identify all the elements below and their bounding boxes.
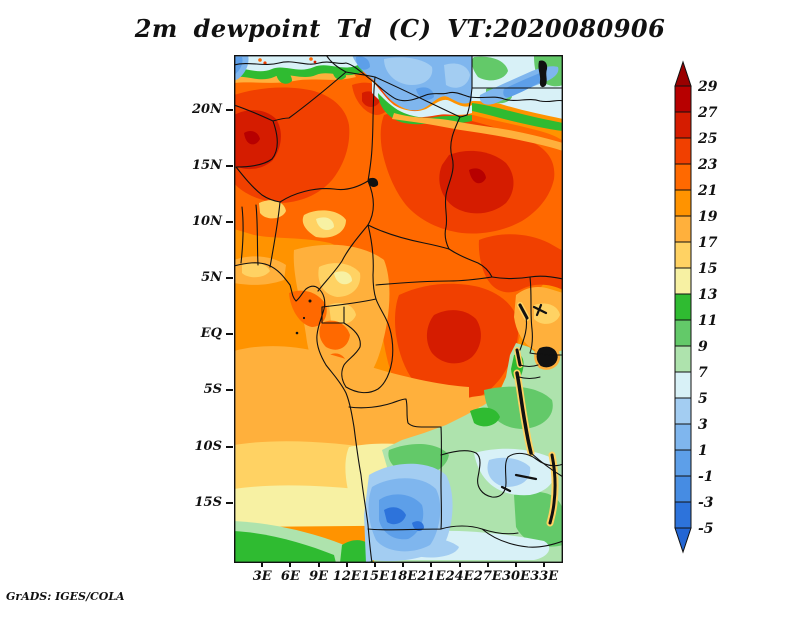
lon-tick-mark: [317, 563, 320, 567]
lat-tick-mark: [226, 445, 233, 448]
country-borders: [234, 55, 563, 563]
lat-tick-label: 15S: [194, 494, 222, 510]
lon-tick-label: 33E: [530, 569, 559, 584]
colorbar-label: 3: [698, 417, 708, 433]
map-frame: [234, 55, 563, 563]
colorbar-arrow-bottom: [674, 527, 692, 554]
lat-tick-mark: [226, 165, 233, 168]
colorbar-segment: [674, 137, 692, 165]
colorbar-label: -1: [698, 469, 714, 485]
nile-river: [538, 60, 548, 88]
colorbar-label: 21: [697, 183, 717, 199]
lake-chad: [368, 177, 379, 187]
lat-tick-mark: [226, 277, 233, 280]
colorbar-label: 23: [697, 157, 718, 173]
colorbar-label: -3: [698, 495, 714, 511]
filled-contours: [234, 55, 563, 563]
lat-tick-label: 5N: [201, 270, 222, 286]
colorbar-segment: [674, 423, 692, 451]
colorbar-segment: [674, 241, 692, 269]
lon-tick-mark: [402, 563, 405, 567]
colorbar-label: 1: [698, 443, 708, 459]
lat-tick-label: 5S: [203, 382, 222, 398]
dewpoint-map: [234, 55, 563, 563]
lon-tick-mark: [261, 563, 264, 567]
lat-tick-mark: [226, 221, 233, 224]
colorbar-label: 11: [698, 313, 717, 329]
lat-tick-label: 10N: [192, 214, 222, 230]
lat-tick-mark: [226, 389, 233, 392]
colorbar-segment: [674, 267, 692, 295]
colorbar-segment: [674, 215, 692, 243]
colorbar-label: 7: [698, 365, 708, 381]
lon-tick-label: 15E: [361, 569, 389, 584]
colorbar-segment: [674, 111, 692, 139]
lon-tick-label: 30E: [502, 569, 530, 584]
lat-tick-label: 10S: [194, 438, 222, 454]
lon-tick-mark: [486, 563, 489, 567]
lon-tick-label: 3E: [252, 569, 272, 584]
colorbar-label: -5: [698, 521, 714, 537]
lon-tick-mark: [374, 563, 376, 567]
lon-tick-mark: [515, 563, 517, 567]
lake-victoria: [534, 344, 561, 370]
lat-tick-label: EQ: [200, 326, 222, 342]
plot-title: 2m dewpoint Td (C) VT:2020080906: [134, 14, 666, 43]
colorbar-segment: [674, 449, 692, 477]
lon-tick-mark: [289, 563, 292, 567]
colorbar: 29 27 25 23 21 19 17 15 13 11 9 7 5 3 1 -1 -3 -5: [674, 60, 718, 554]
colorbar-label: 27: [697, 105, 718, 121]
colorbar-arrow-top: [674, 60, 692, 87]
colorbar-label: 13: [698, 287, 718, 303]
lon-tick-label: 12E: [332, 569, 361, 584]
colorbar-label: 9: [698, 339, 708, 355]
lon-tick-label: 6E: [280, 569, 300, 584]
colorbar-segment: [674, 397, 692, 425]
lat-tick-mark: [226, 108, 233, 111]
lon-tick-label: 21E: [417, 569, 446, 584]
lat-tick-label: 15N: [192, 158, 222, 174]
colorbar-segment: [674, 345, 692, 373]
lon-tick-mark: [458, 563, 461, 567]
colorbar-label: 17: [698, 235, 718, 251]
med-coastline: [234, 61, 563, 103]
lat-tick-mark: [226, 333, 233, 336]
colorbar-segment: [674, 319, 692, 347]
colorbar-segment: [674, 163, 692, 191]
lon-tick-label: 24E: [445, 569, 474, 584]
colorbar-segment: [674, 189, 692, 217]
map-canvas: [234, 55, 563, 563]
coastline: [234, 262, 373, 563]
colorbar-segment: [674, 371, 692, 399]
colorbar-segment: [674, 475, 692, 503]
colorbar-label: 19: [698, 209, 718, 225]
lon-tick-label: 18E: [389, 569, 418, 584]
lon-tick-label: 9E: [309, 569, 329, 584]
colorbar-segment: [674, 85, 692, 113]
colorbar-segment: [674, 501, 692, 529]
grads-credit: GrADS: IGES/COLA: [6, 590, 125, 603]
lon-tick-mark: [543, 563, 546, 567]
colorbar-label: 25: [697, 131, 717, 147]
lon-tick-label: 27E: [473, 569, 502, 584]
lon-tick-mark: [345, 563, 348, 567]
colorbar-segment: [674, 293, 692, 321]
lon-tick-mark: [430, 563, 433, 567]
colorbar-label: 15: [698, 261, 717, 277]
colorbar-label: 5: [698, 391, 708, 407]
lat-tick-mark: [226, 501, 233, 504]
colorbar-label: 29: [697, 79, 718, 95]
lat-tick-label: 20N: [192, 101, 222, 117]
